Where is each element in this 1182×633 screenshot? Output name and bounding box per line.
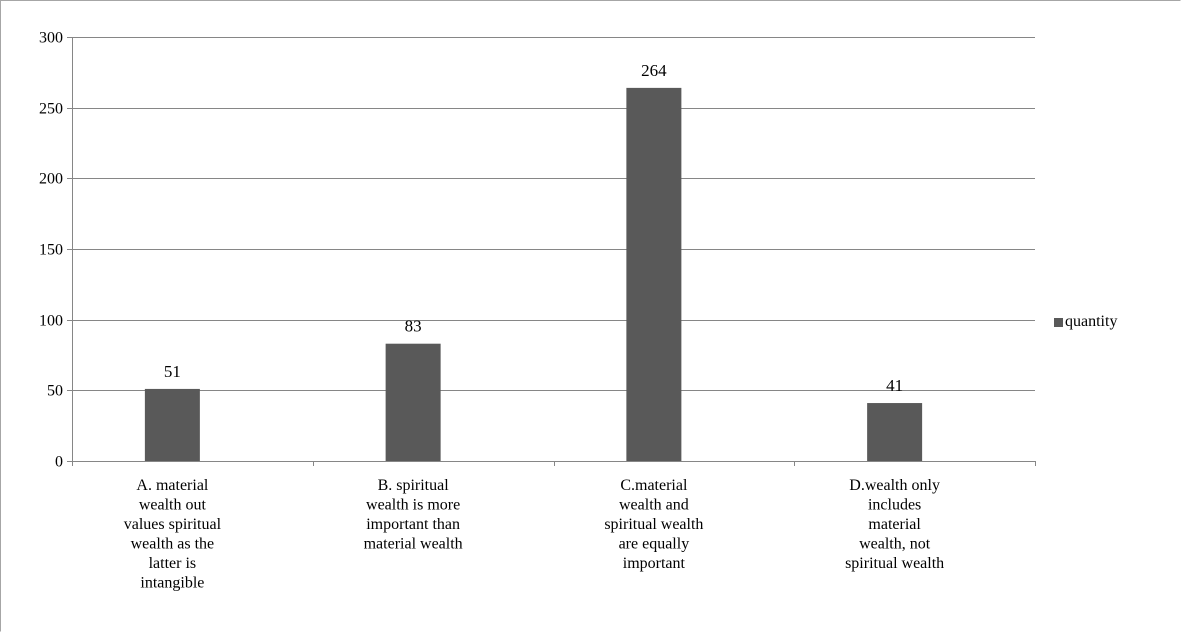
x-tick-label: B. spiritual wealth is more important than… <box>364 477 463 553</box>
data-label: 41 <box>886 376 903 395</box>
x-tick-label-line: wealth, not <box>859 536 931 553</box>
x-tick-label-line: wealth as the <box>131 536 215 553</box>
bar <box>867 403 922 461</box>
y-tick-label: 50 <box>47 383 63 400</box>
x-tick-label: A. material wealth out values spiritual wea… <box>124 477 222 592</box>
data-label: 264 <box>641 61 667 80</box>
y-tick-label: 200 <box>39 171 63 188</box>
x-tick-label-line: important than <box>366 516 460 533</box>
y-tick-label: 0 <box>55 454 63 471</box>
x-tick-label-line: B. spiritual <box>378 477 450 494</box>
x-tick-label-line: wealth out <box>139 497 207 514</box>
legend: quantity <box>1054 312 1117 332</box>
data-label: 83 <box>405 317 422 336</box>
x-tick-label-line: intangible <box>140 575 204 592</box>
bar <box>145 389 200 461</box>
x-tick-label-line: D.wealth only <box>849 477 940 494</box>
legend-swatch <box>1054 318 1063 327</box>
x-tick-label: C.material wealth and spiritual wealth are … <box>604 477 703 572</box>
x-tick-label-line: wealth is more <box>366 497 460 514</box>
bar <box>626 88 681 461</box>
y-tick-label: 150 <box>39 242 63 259</box>
x-tick-label-line: material wealth <box>364 536 463 553</box>
x-tick-label-line: material <box>868 516 921 533</box>
x-tick-label-line: spiritual wealth <box>604 516 703 533</box>
x-tick-label-line: C.material <box>620 477 688 494</box>
y-tick-label: 300 <box>39 30 63 47</box>
x-tick-label-line: values spiritual <box>124 516 222 533</box>
data-label: 51 <box>164 362 181 381</box>
x-tick-label-line: includes <box>868 497 921 514</box>
y-tick-label: 250 <box>39 101 63 118</box>
y-tick-label: 100 <box>39 313 63 330</box>
x-tick-label: D.wealth only includes material wealth, not… <box>845 477 944 572</box>
x-tick-label-line: wealth and <box>619 497 689 514</box>
bar <box>386 344 441 461</box>
legend-label: quantity <box>1065 312 1117 332</box>
x-tick-label-line: important <box>623 555 686 572</box>
x-tick-label-line: A. material <box>136 477 209 494</box>
x-tick-label-line: latter is <box>149 555 197 572</box>
x-tick-label-line: are equally <box>619 536 690 553</box>
x-tick-label-line: spiritual wealth <box>845 555 944 572</box>
